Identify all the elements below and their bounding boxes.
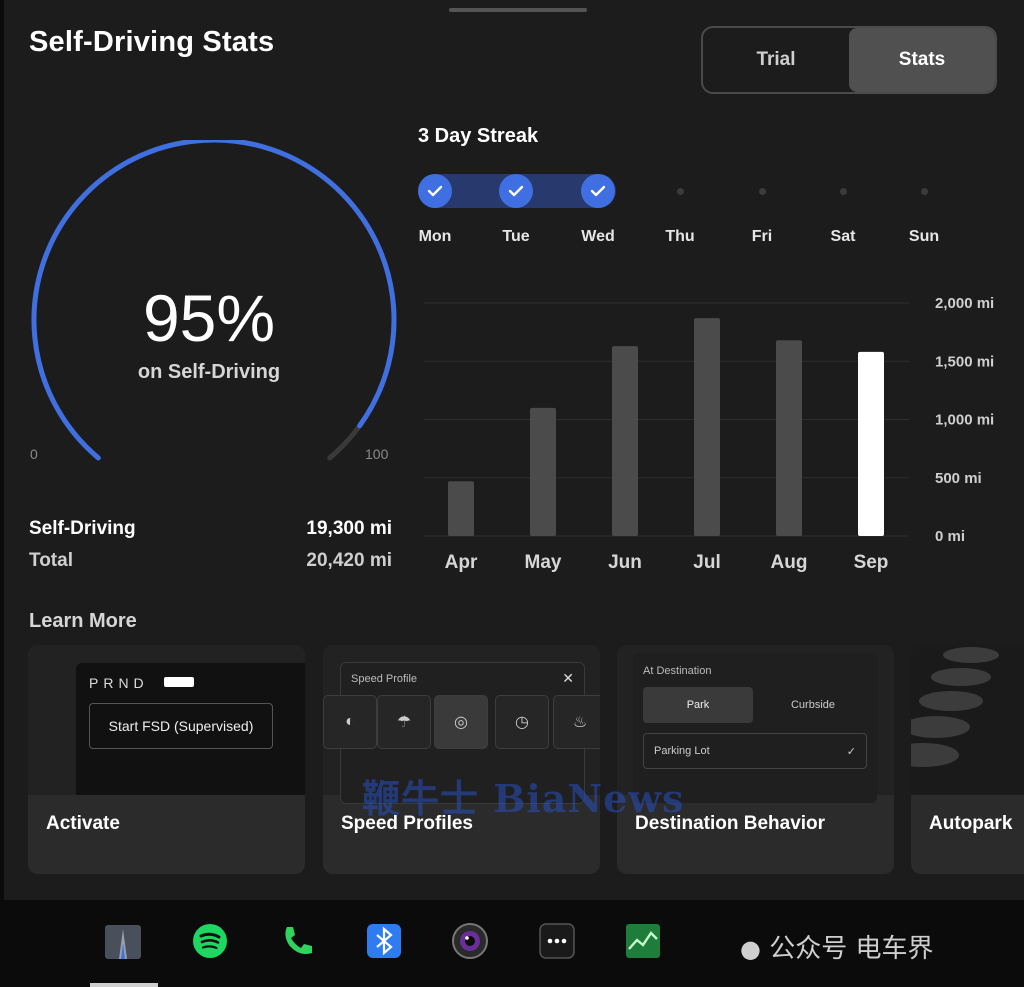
autopark-thumbnail (911, 645, 1024, 795)
activate-thumbnail: PRND Start FSD (Supervised) (28, 645, 305, 795)
speed-profile-preview: Speed Profile ✕ ◐ ☂ ◎ ◷ ♨ (323, 662, 600, 804)
streak-day-fri: Fri (751, 228, 773, 245)
streak-check-icon (418, 174, 452, 208)
relaxed-profile-icon: ☂ (377, 695, 431, 749)
self-driving-row: Self-Driving 19,300 mi (29, 518, 392, 540)
gear-selector-text: PRND (89, 675, 149, 691)
monthly-mileage-chart: 0 mi 500 mi 1,000 mi 1,500 mi 2,000 mi Apr May… (424, 295, 994, 573)
y-tick-label: 500 mi (935, 470, 982, 487)
self-driving-label: Self-Driving (29, 518, 136, 539)
self-driving-value: 19,300 mi (306, 518, 392, 539)
dock: ● 公众号 电车界 (0, 900, 1024, 987)
gauge-label: on Self-Driving (137, 361, 281, 383)
total-row: Total 20,420 mi (29, 550, 392, 572)
streak-day-tue: Tue (502, 228, 530, 245)
y-tick-label: 0 mi (935, 528, 965, 545)
y-tick-label: 1,500 mi (935, 353, 994, 370)
profile-option-icon: ◐ (323, 695, 377, 749)
page-title: Self-Driving Stats (29, 26, 275, 58)
battery-icon (164, 677, 194, 687)
curbside-option: Curbside (790, 699, 836, 711)
card-destination-behavior[interactable]: At Destination Park Curbside Parking Lot… (617, 645, 894, 874)
gauge-progress (31, 140, 397, 461)
gauge-max-label: 100 (365, 446, 389, 462)
x-tick-label: Jun (608, 552, 642, 573)
start-fsd-button-preview: Start FSD (Supervised) (89, 703, 273, 749)
active-app-indicator (90, 983, 158, 987)
phone-icon[interactable] (279, 922, 315, 960)
autopilot-icon[interactable] (105, 922, 141, 960)
parking-lot-cars-illustration (911, 645, 1024, 795)
streak-empty-dot (677, 188, 684, 195)
bluetooth-icon[interactable] (366, 922, 402, 960)
spotify-icon[interactable] (192, 922, 228, 960)
card-activate-label: Activate (46, 813, 120, 834)
close-icon: ✕ (562, 670, 574, 686)
watermark: 鞭牛士 BiaNews (362, 776, 685, 821)
hurry-profile-icon: ◷ (495, 695, 549, 749)
activate-preview: PRND Start FSD (Supervised) (76, 663, 305, 795)
x-tick-label: Jul (693, 552, 720, 573)
y-tick-label: 1,000 mi (935, 412, 994, 429)
bar-jun (612, 346, 638, 536)
streak-empty-dot (759, 188, 766, 195)
streak-day-mon: Mon (418, 228, 452, 245)
total-value: 20,420 mi (306, 550, 392, 571)
streak-empty-dot (921, 188, 928, 195)
camera-icon[interactable] (452, 922, 488, 960)
streak-day-sun: Sun (908, 228, 940, 245)
destination-thumbnail: At Destination Park Curbside Parking Lot… (617, 645, 894, 803)
card-speed-profiles[interactable]: Speed Profile ✕ ◐ ☂ ◎ ◷ ♨ Speed Profiles (323, 645, 600, 874)
bar-may (530, 407, 556, 536)
x-tick-label: Aug (771, 552, 808, 573)
card-destination-label: Destination Behavior (635, 813, 826, 834)
learn-more-title: Learn More (29, 610, 137, 632)
bar-jul (694, 318, 720, 536)
x-tick-label: Apr (445, 552, 478, 573)
card-speed-profiles-label: Speed Profiles (341, 813, 473, 834)
card-autopark[interactable]: Autopark (911, 645, 1024, 874)
streak-check-icon (499, 174, 533, 208)
checkmark-icon: ✓ (846, 745, 856, 758)
destination-preview: At Destination Park Curbside Parking Lot… (633, 653, 877, 803)
bar-aug (776, 340, 802, 536)
drag-handle[interactable] (449, 8, 587, 12)
park-option: Park (643, 687, 753, 723)
streak-day-thu: Thu (665, 228, 695, 245)
tab-stats[interactable]: Stats (849, 28, 995, 92)
standard-profile-icon: ◎ (434, 695, 488, 749)
x-tick-label: Sep (854, 552, 889, 573)
mad-max-profile-icon: ♨ (553, 695, 600, 749)
parking-lot-option: Parking Lot ✓ (643, 733, 867, 769)
more-icon[interactable] (539, 922, 575, 960)
wechat-icon: ● (740, 935, 761, 963)
gauge-percent: 95% (142, 281, 276, 355)
card-autopark-label: Autopark (929, 813, 1013, 834)
stocks-icon[interactable] (625, 922, 661, 960)
brand-text: 公众号 电车界 (769, 934, 934, 964)
brand-watermark: ● 公众号 电车界 (740, 928, 933, 965)
tab-trial[interactable]: Trial (756, 49, 796, 70)
x-tick-label: May (525, 552, 562, 573)
stats-panel: Self-Driving Stats Trial Stats 95% on Se… (4, 0, 1024, 900)
self-driving-gauge (31, 140, 397, 461)
bar-sep (858, 351, 884, 536)
total-label: Total (29, 550, 73, 571)
parking-lot-label: Parking Lot (654, 745, 710, 757)
gauge-min-label: 0 (30, 446, 38, 462)
streak-empty-dot (840, 188, 847, 195)
card-activate[interactable]: PRND Start FSD (Supervised) Activate (28, 645, 305, 874)
speed-profiles-thumbnail: Speed Profile ✕ ◐ ☂ ◎ ◷ ♨ (323, 645, 600, 804)
streak-day-sat: Sat (830, 228, 856, 245)
streak-title: 3 Day Streak (418, 125, 539, 147)
y-tick-label: 2,000 mi (935, 295, 994, 312)
bar-apr (448, 481, 474, 536)
view-toggle: Trial Stats (701, 26, 997, 94)
streak-check-icon (581, 174, 615, 208)
streak-day-wed: Wed (581, 228, 615, 245)
speed-profile-title: Speed Profile (351, 673, 418, 685)
at-destination-title: At Destination (643, 665, 712, 677)
